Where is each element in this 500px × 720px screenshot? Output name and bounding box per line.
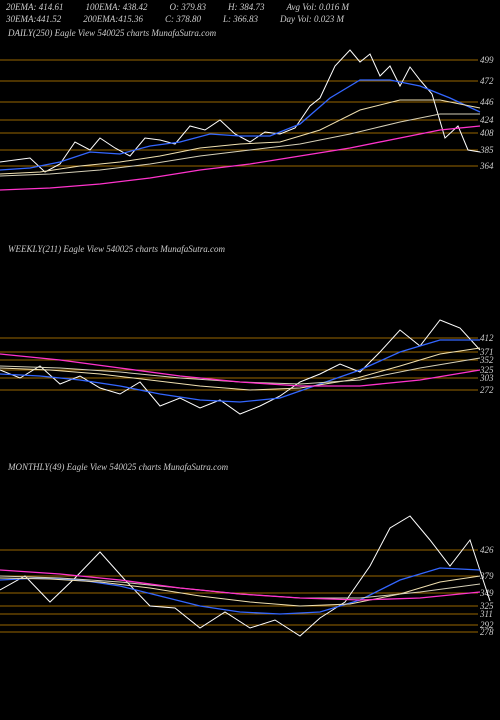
- level-label: 352: [479, 355, 494, 365]
- chart-svg: 412371352325303272: [0, 258, 500, 428]
- level-label: 364: [479, 161, 494, 171]
- level-label: 379: [479, 571, 494, 581]
- level-label: 408: [480, 128, 494, 138]
- stat-low: L: 366.83: [223, 14, 258, 24]
- stat-ema20: 20EMA: 414.61: [6, 2, 64, 12]
- charts-container: DAILY(250) Eagle View 540025 charts Muna…: [0, 24, 500, 646]
- level-label: 311: [479, 609, 493, 619]
- level-label: 303: [479, 373, 494, 383]
- stat-open: O: 379.83: [170, 2, 207, 12]
- chart-panel: WEEKLY(211) Eagle View 540025 charts Mun…: [0, 240, 500, 428]
- chart-svg: 426379349325311292278: [0, 476, 500, 646]
- level-label: 424: [480, 115, 494, 125]
- stat-ema100: 100EMA: 438.42: [86, 2, 148, 12]
- stat-ema30: 30EMA:441.52: [6, 14, 61, 24]
- chart-title: WEEKLY(211) Eagle View 540025 charts Mun…: [0, 240, 500, 258]
- chart-title: MONTHLY(49) Eagle View 540025 charts Mun…: [0, 458, 500, 476]
- level-label: 446: [480, 97, 494, 107]
- stat-high: H: 384.73: [228, 2, 265, 12]
- stats-header-row2: 30EMA:441.52 200EMA:415.36 C: 378.80 L: …: [0, 14, 500, 24]
- chart-title: DAILY(250) Eagle View 540025 charts Muna…: [0, 24, 500, 42]
- level-label: 272: [480, 385, 494, 395]
- stats-header-row1: 20EMA: 414.61 100EMA: 438.42 O: 379.83 H…: [0, 0, 500, 14]
- chart-svg: 499 472 446 424 408 385 364: [0, 42, 500, 210]
- level-label: 499: [480, 55, 494, 65]
- stat-ema200: 200EMA:415.36: [83, 14, 143, 24]
- stat-avgvol: Avg Vol: 0.016 M: [287, 2, 350, 12]
- level-label: 412: [480, 333, 494, 343]
- spacer: [0, 428, 500, 458]
- level-label: 278: [480, 627, 494, 637]
- spacer: [0, 210, 500, 240]
- stat-dayvol: Day Vol: 0.023 M: [280, 14, 344, 24]
- stat-close: C: 378.80: [165, 14, 201, 24]
- level-label: 426: [480, 545, 494, 555]
- chart-panel: MONTHLY(49) Eagle View 540025 charts Mun…: [0, 458, 500, 646]
- level-label: 385: [479, 145, 494, 155]
- chart-panel: DAILY(250) Eagle View 540025 charts Muna…: [0, 24, 500, 210]
- level-label: 472: [480, 76, 494, 86]
